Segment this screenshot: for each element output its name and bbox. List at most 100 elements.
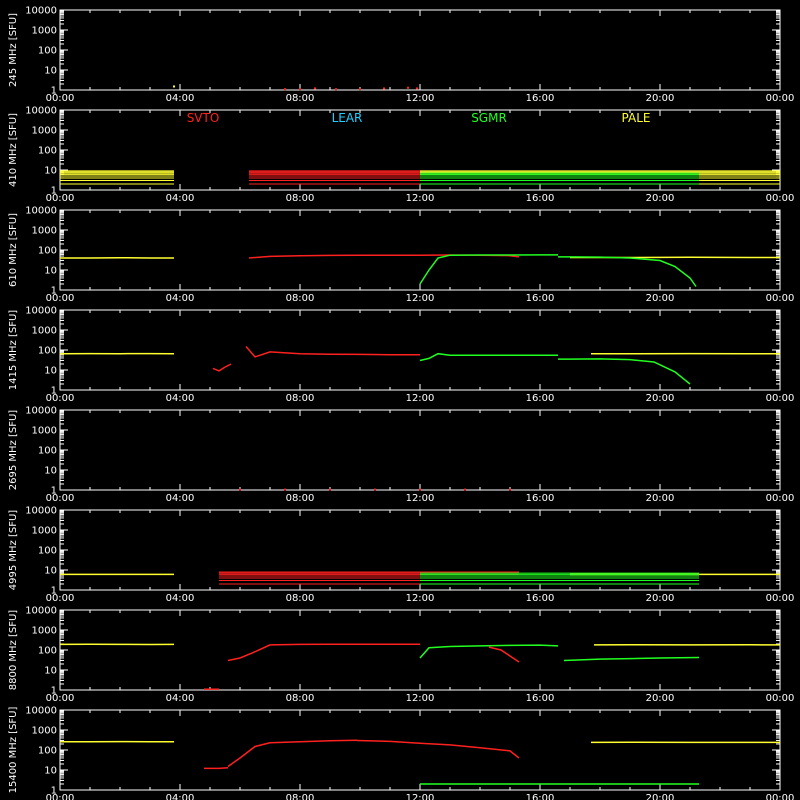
series-line-SVTO — [227, 739, 358, 768]
x-tick-label: 16:00 — [526, 493, 555, 504]
x-tick-label: 00:00 — [766, 393, 795, 404]
series-line-SVTO — [488, 646, 520, 663]
y-tick-label: 1 — [51, 586, 57, 597]
x-tick-label: 12:00 — [406, 793, 435, 800]
x-tick-label: 08:00 — [286, 193, 315, 204]
data-point-SVTO — [335, 88, 337, 91]
x-tick-label: 12:00 — [406, 593, 435, 604]
series-line-SVTO — [204, 766, 229, 770]
x-tick-label: 12:00 — [406, 193, 435, 204]
x-tick-label: 04:00 — [166, 693, 195, 704]
series-line-SVTO — [227, 643, 420, 662]
y-tick-label: 10000 — [25, 206, 57, 217]
y-tick-label: 10000 — [25, 406, 57, 417]
x-tick-label: 00:00 — [766, 93, 795, 104]
x-tick-label: 04:00 — [166, 93, 195, 104]
x-tick-label: 00:00 — [766, 693, 795, 704]
data-point-SVTO — [407, 86, 409, 89]
y-tick-label: 10 — [44, 166, 57, 177]
data-point-SVTO — [509, 488, 511, 491]
x-tick-label: 00:00 — [46, 593, 75, 604]
y-axis-label: 8800 MHz [SFU] — [8, 610, 19, 691]
x-tick-label: 12:00 — [406, 693, 435, 704]
data-point-SVTO — [383, 87, 385, 90]
y-tick-label: 10 — [44, 66, 57, 77]
x-tick-label: 00:00 — [46, 693, 75, 704]
y-tick-label: 100 — [38, 446, 57, 457]
data-point-SVTO — [284, 488, 286, 491]
series-line-SGMR — [558, 256, 697, 287]
data-point-SVTO — [374, 488, 376, 491]
data-point-SVTO — [299, 88, 301, 91]
panel-frame-3 — [59, 309, 781, 391]
series-line-SGMR — [419, 644, 559, 659]
x-tick-label: 20:00 — [646, 293, 675, 304]
y-tick-label: 10 — [44, 466, 57, 477]
x-tick-label: 08:00 — [286, 393, 315, 404]
data-point-SVTO — [329, 488, 331, 491]
y-tick-label: 10000 — [25, 706, 57, 717]
x-tick-label: 00:00 — [46, 493, 75, 504]
y-tick-label: 100 — [38, 246, 57, 257]
x-tick-label: 16:00 — [526, 193, 555, 204]
y-tick-label: 1000 — [32, 426, 57, 437]
y-tick-label: 10 — [44, 766, 57, 777]
series-line-SVTO — [212, 363, 232, 372]
x-tick-label: 16:00 — [526, 293, 555, 304]
panel-frame-4 — [59, 409, 781, 491]
data-point-SVTO — [416, 87, 418, 90]
series-line-SVTO — [245, 346, 420, 358]
y-tick-label: 10000 — [25, 506, 57, 517]
series-line-SGMR — [419, 254, 558, 285]
data-point-SVTO — [359, 88, 361, 91]
y-tick-label: 100 — [38, 146, 57, 157]
x-tick-label: 20:00 — [646, 793, 675, 800]
y-tick-label: 10000 — [25, 106, 57, 117]
y-tick-label: 1 — [51, 386, 57, 397]
x-tick-label: 20:00 — [646, 193, 675, 204]
data-point-PALE — [173, 85, 175, 88]
y-tick-label: 1 — [51, 486, 57, 497]
y-tick-label: 100 — [38, 46, 57, 57]
y-tick-label: 10 — [44, 366, 57, 377]
y-tick-label: 10 — [44, 266, 57, 277]
series-line-SGMR — [563, 656, 700, 662]
y-axis-label: 410 MHz [SFU] — [8, 113, 19, 187]
x-tick-label: 16:00 — [526, 693, 555, 704]
y-tick-label: 100 — [38, 346, 57, 357]
panel-frame-6 — [59, 609, 781, 691]
x-tick-label: 12:00 — [406, 393, 435, 404]
legend-lear: LEAR — [332, 111, 363, 125]
data-point-SVTO — [314, 87, 316, 90]
x-tick-label: 04:00 — [166, 193, 195, 204]
y-tick-label: 10 — [44, 666, 57, 677]
y-tick-label: 1 — [51, 686, 57, 697]
y-axis-label: 245 MHz [SFU] — [8, 13, 19, 87]
x-tick-label: 04:00 — [166, 293, 195, 304]
y-tick-label: 1000 — [32, 526, 57, 537]
y-tick-label: 1 — [51, 186, 57, 197]
x-tick-label: 20:00 — [646, 493, 675, 504]
data-point-SVTO — [464, 488, 466, 491]
x-tick-label: 20:00 — [646, 393, 675, 404]
x-tick-label: 08:00 — [286, 293, 315, 304]
data-point-SVTO — [239, 488, 241, 491]
y-axis-label: 15400 MHz [SFU] — [8, 707, 19, 794]
x-tick-label: 00:00 — [766, 293, 795, 304]
y-tick-label: 1 — [51, 86, 57, 97]
x-tick-label: 08:00 — [286, 93, 315, 104]
legend-svto: SVTO — [187, 111, 220, 125]
x-tick-label: 00:00 — [766, 193, 795, 204]
y-tick-label: 100 — [38, 646, 57, 657]
x-tick-label: 12:00 — [406, 293, 435, 304]
x-tick-label: 00:00 — [46, 793, 75, 800]
x-tick-label: 04:00 — [166, 393, 195, 404]
y-tick-label: 1 — [51, 286, 57, 297]
x-tick-label: 16:00 — [526, 793, 555, 800]
x-tick-label: 00:00 — [46, 393, 75, 404]
y-tick-label: 10000 — [25, 306, 57, 317]
x-tick-label: 12:00 — [406, 493, 435, 504]
x-tick-label: 08:00 — [286, 493, 315, 504]
x-tick-label: 04:00 — [166, 593, 195, 604]
